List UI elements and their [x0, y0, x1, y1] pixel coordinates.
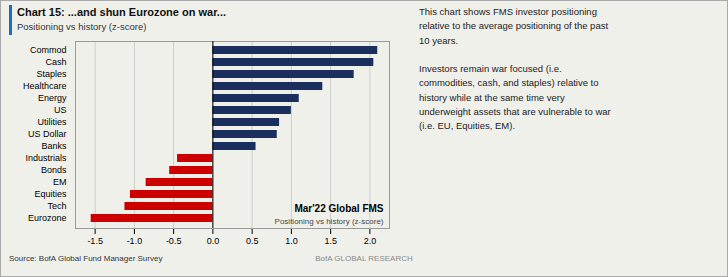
svg-text:Equities: Equities	[34, 189, 67, 199]
svg-text:Cash: Cash	[45, 57, 66, 67]
svg-text:US Dollar: US Dollar	[28, 129, 67, 139]
svg-text:EM: EM	[53, 177, 67, 187]
html-text:Source: BofA Global Fund Manag: Source: BofA Global Fund Manager Survey	[9, 254, 163, 263]
html-text:Chart 15: ...and shun Eurozone: Chart 15: ...and shun Eurozone on war...	[17, 6, 226, 18]
svg-text:1.5: 1.5	[324, 236, 337, 246]
svg-text:Tech: Tech	[47, 201, 66, 211]
html-text:BofA GLOBAL RESEARCH: BofA GLOBAL RESEARCH	[315, 254, 413, 263]
svg-text:-1.0: -1.0	[127, 236, 143, 246]
svg-text:1.0: 1.0	[285, 236, 298, 246]
svg-text:Mar'22 Global FMS: Mar'22 Global FMS	[294, 203, 383, 214]
svg-text:Bonds: Bonds	[41, 165, 67, 175]
svg-text:Eurozone: Eurozone	[28, 213, 67, 223]
svg-text:Banks: Banks	[41, 141, 67, 151]
html-text:This chart shows FMS investor: This chart shows FMS investor positionin…	[419, 6, 611, 131]
svg-text:-0.5: -0.5	[166, 236, 182, 246]
svg-text:2.0: 2.0	[364, 236, 377, 246]
svg-text:0.0: 0.0	[207, 236, 220, 246]
html-text:Positioning vs history (z-scor: Positioning vs history (z-score)	[17, 21, 147, 32]
svg-text:Positioning vs history (z-scor: Positioning vs history (z-score)	[275, 217, 384, 226]
svg-text:-1.5: -1.5	[87, 236, 103, 246]
svg-text:0.5: 0.5	[246, 236, 259, 246]
svg-text:Energy: Energy	[38, 93, 67, 103]
svg-text:Industrials: Industrials	[25, 153, 67, 163]
svg-text:US: US	[54, 105, 67, 115]
svg-text:Commod: Commod	[30, 45, 67, 55]
svg-text:Staples: Staples	[36, 69, 67, 79]
svg-text:Utilities: Utilities	[37, 117, 67, 127]
svg-text:Healthcare: Healthcare	[23, 81, 67, 91]
